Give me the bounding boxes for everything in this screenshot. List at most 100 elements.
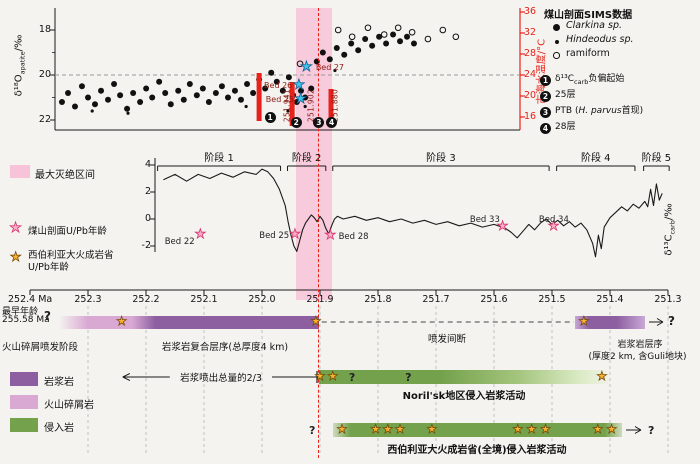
legend-item-hindeodus: Hindeodus sp. [566,34,634,45]
norilsk-intrusion-bar [318,370,610,384]
time-axis [29,289,669,295]
late-sequence-label-2: (厚度2 km, 含Guli地块) [588,352,687,362]
meishan-age-star-icon: ★ [194,227,207,243]
question-mark: ? [648,424,655,437]
scatter-clarkina [58,31,417,112]
d13c-tick-label: 0 [144,213,151,224]
siberia-label: 西伯利亚大火成岩省(全境)侵入岩浆活动 [387,445,567,456]
ptb-dashed-line [317,8,319,458]
x-tick-label: 252.1 [190,294,218,305]
event-circle-marker: 2 [290,116,302,128]
intrusive-swatch [10,418,38,432]
magmatic-swatch [10,372,38,386]
stage-label: 阶段 5 [641,153,672,164]
sims-bed-star-icon: ★ [294,90,307,107]
scatter-hindeodus [90,68,337,115]
intrusion-age-star-icon: ★ [336,422,348,437]
ash-age-label: 251.941 [282,88,292,123]
meishan-bed-label: Bed 22 [164,237,195,247]
stage-label: 阶段 4 [581,153,611,164]
sims-bed-star-icon: ★ [300,59,313,76]
open-circle-icon [553,52,560,59]
meishan-age-star-icon: ★ [289,227,301,243]
stage-label: 阶段 2 [291,153,322,164]
intrusion-age-star-icon: ★ [526,422,538,437]
x-tick-label: 251.8 [364,294,392,305]
legend-note-4: 4 28层 [540,119,575,134]
meishan-age-star-icon: ★ [496,219,509,235]
sims-bed-star-icon: ★ [292,77,306,94]
main-lava-sequence-bar [59,316,319,329]
mid-panel-axes [150,158,156,252]
siberia-age-legend-label-2: U/Pb年龄 [28,262,69,273]
event-circle-marker: 1 [264,111,276,123]
x-tick-label: 252.2 [132,294,160,305]
temperature-tick-label: 32 [524,27,537,38]
eruption-age-star-icon: ★ [310,314,322,329]
siberia-age-legend-label-1: 西伯利亚大火成岩省 [28,250,114,261]
question-mark: ? [668,314,675,328]
meishan-bed-label: Bed 28 [338,232,369,242]
pyroclastic-legend-label: 火山碎屑岩 [44,400,94,411]
d13c-tick-label: 2 [144,186,151,197]
intrusive-legend-label: 侵入岩 [44,423,74,434]
legend-item-ramiform: ramiform [566,48,610,59]
x-tick-label: 252.0 [248,294,276,305]
earliest-age-label-2: 255.58 Ma [2,315,50,325]
intrusion-age-star-icon: ★ [606,422,618,437]
legend-item-clarkina: Clarkina sp. [566,20,623,31]
complex-sequence-label: 岩浆岩复合层序(总厚度4 km) [161,342,289,353]
meishan-bed-label: Bed 34 [538,215,569,225]
warming-pulse-bars [256,73,334,126]
eruption-age-star-icon: ★ [116,314,128,329]
pyroclastic-swatch [10,395,38,409]
question-mark: ? [309,424,316,437]
late-lava-sequence-bar [575,316,645,329]
sims-bed-label: Bed 27 [315,63,345,73]
extinction-interval-band [296,8,332,300]
legend-orange-star-icon: ★ [9,250,22,266]
d18o-axis-label: δ¹⁸Oapatite/‰ [13,34,27,97]
question-mark: ? [348,371,356,384]
sims-bed-label: Bed 26 [264,81,293,91]
temperature-tick-label: 20 [524,90,537,101]
question-mark: ? [44,309,51,323]
x-tick-label: 252.3 [74,294,102,305]
event-circle-marker: 4 [326,116,338,128]
late-sequence-label-1: 岩浆岩层序 [617,340,663,350]
intrusion-age-star-icon: ★ [394,422,406,437]
note-2-badge: 2 [540,91,551,102]
x-tick-label: 251.5 [538,294,566,305]
intrusion-age-star-icon: ★ [314,369,326,384]
event-circle-marker: 3 [313,116,325,128]
meishan-age-star-icon: ★ [324,228,337,244]
filled-circle-large-icon [553,24,560,31]
intrusion-age-star-icon: ★ [370,422,382,437]
x-tick-label: 251.6 [480,294,508,305]
legend-note-1: 1 δ¹³Ccarb负偏起始 [540,71,624,86]
x-tick-label: 251.9 [306,294,334,305]
siberia-intrusion-bar [332,423,623,437]
d13c-curve [163,168,663,258]
temperature-tick-label: 24 [524,69,537,80]
question-mark: ? [405,371,412,384]
stage-label: 阶段 1 [204,153,234,164]
two-thirds-label: 岩浆喷出总量的2/3 [180,373,262,384]
x-tick-label: 252.4 Ma [8,294,53,305]
intrusion-age-star-icon: ★ [512,422,524,437]
intrusion-age-star-icon: ★ [596,369,608,384]
earliest-age-label-1: 最早年龄 [2,307,39,317]
temperature-tick-label: 16 [524,111,537,122]
note-3-badge: 3 [540,107,551,118]
legend-pink-star-icon: ★ [9,219,22,236]
meishan-age-star-icon: ★ [547,219,560,235]
norilsk-label: Noril'sk地区侵入岩浆活动 [402,391,526,402]
intrusion-age-star-icon: ★ [592,422,604,437]
x-tick-label: 251.3 [654,294,682,305]
note-1-badge: 1 [540,75,551,86]
intrusion-age-star-icon: ★ [327,369,339,384]
d18o-tick-label: 20 [38,69,51,80]
hiatus-label: 喷发间断 [427,334,466,345]
